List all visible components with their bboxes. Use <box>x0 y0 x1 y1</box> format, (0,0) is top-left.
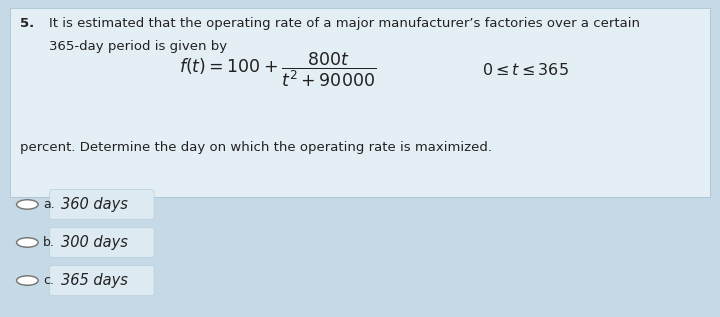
FancyBboxPatch shape <box>50 190 154 220</box>
FancyBboxPatch shape <box>50 228 154 257</box>
Text: a.: a. <box>43 198 55 211</box>
Text: percent. Determine the day on which the operating rate is maximized.: percent. Determine the day on which the … <box>20 141 492 154</box>
Text: $f(t) = 100 +\dfrac{800t}{t^{2}+90000}$: $f(t) = 100 +\dfrac{800t}{t^{2}+90000}$ <box>179 50 376 89</box>
Circle shape <box>17 238 38 247</box>
Text: b.: b. <box>43 236 55 249</box>
FancyBboxPatch shape <box>50 266 154 295</box>
Text: 365 days: 365 days <box>61 273 128 288</box>
Circle shape <box>17 200 38 209</box>
Text: 360 days: 360 days <box>61 197 128 212</box>
Circle shape <box>17 276 38 285</box>
Text: It is estimated that the operating rate of a major manufacturer’s factories over: It is estimated that the operating rate … <box>49 17 640 30</box>
Text: 365-day period is given by: 365-day period is given by <box>49 40 227 53</box>
Text: 5.: 5. <box>20 17 35 30</box>
Text: $0\leq t\leq 365$: $0\leq t\leq 365$ <box>482 62 570 78</box>
Text: 300 days: 300 days <box>61 235 128 250</box>
Text: c.: c. <box>43 274 54 287</box>
